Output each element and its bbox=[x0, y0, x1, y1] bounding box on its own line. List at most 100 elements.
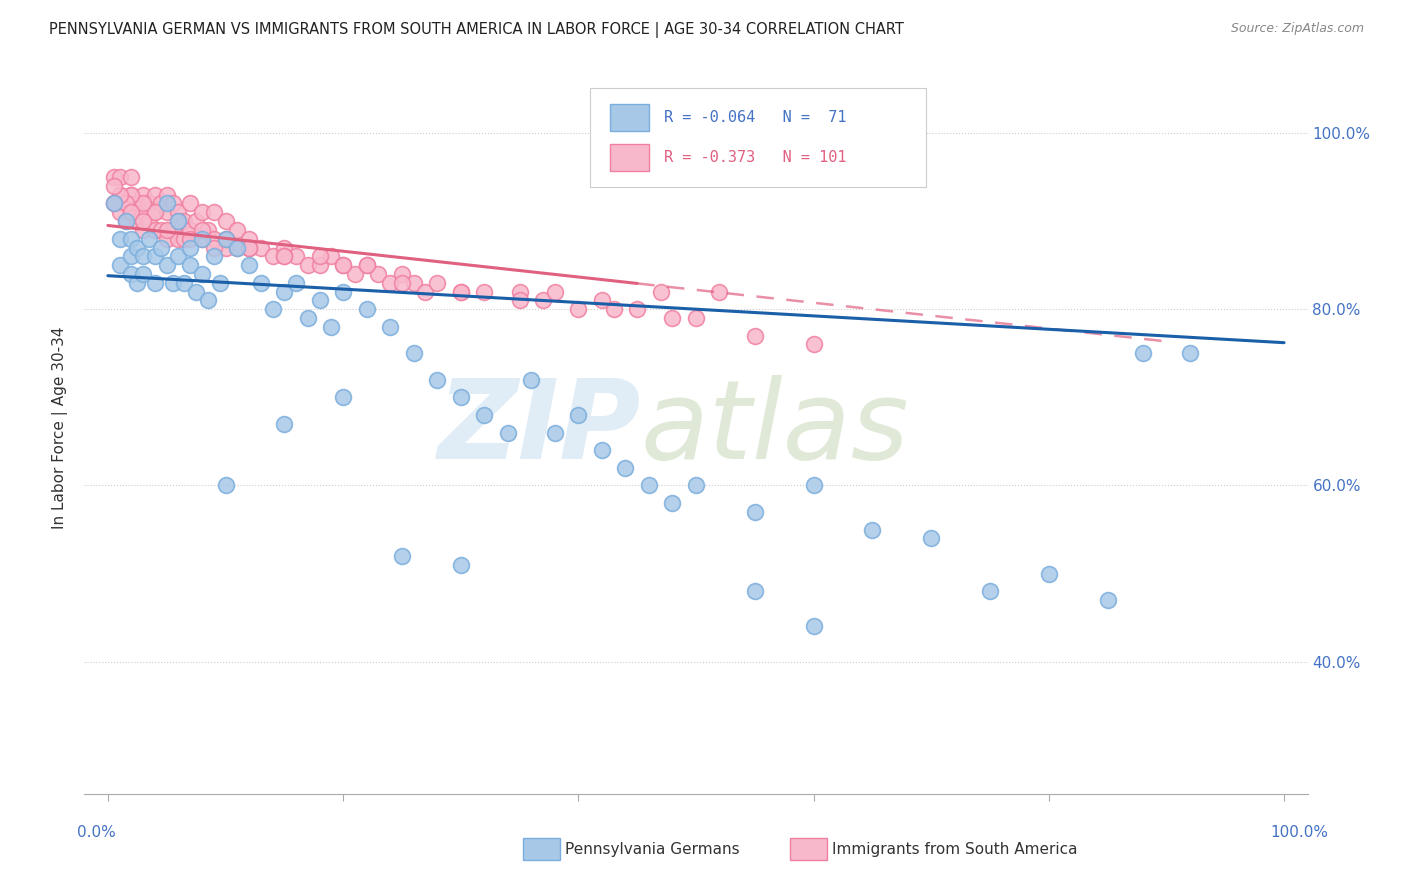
Point bbox=[120, 187, 142, 202]
Point bbox=[108, 187, 131, 202]
Point bbox=[238, 240, 260, 254]
Point bbox=[979, 584, 1001, 599]
Point bbox=[143, 205, 166, 219]
Point bbox=[343, 267, 366, 281]
Point bbox=[238, 232, 260, 246]
Point bbox=[132, 223, 155, 237]
Point bbox=[202, 205, 225, 219]
Point bbox=[191, 232, 214, 246]
Point bbox=[156, 196, 179, 211]
Point bbox=[391, 276, 413, 290]
Point bbox=[380, 319, 402, 334]
Point bbox=[173, 232, 195, 246]
Point bbox=[127, 240, 149, 254]
Point bbox=[426, 276, 449, 290]
Point bbox=[496, 425, 519, 440]
Point bbox=[108, 258, 131, 272]
Point bbox=[138, 196, 160, 211]
Text: PENNSYLVANIA GERMAN VS IMMIGRANTS FROM SOUTH AMERICA IN LABOR FORCE | AGE 30-34 : PENNSYLVANIA GERMAN VS IMMIGRANTS FROM S… bbox=[49, 22, 904, 38]
Y-axis label: In Labor Force | Age 30-34: In Labor Force | Age 30-34 bbox=[52, 326, 69, 530]
Point bbox=[273, 249, 295, 263]
Point bbox=[167, 249, 190, 263]
Point bbox=[591, 293, 613, 308]
Point bbox=[202, 249, 225, 263]
Point bbox=[132, 249, 155, 263]
Point bbox=[391, 549, 413, 563]
Point bbox=[156, 205, 179, 219]
Point bbox=[202, 240, 225, 254]
Point bbox=[520, 373, 543, 387]
Point bbox=[450, 285, 472, 299]
Point bbox=[332, 285, 354, 299]
Point bbox=[120, 249, 142, 263]
Point bbox=[127, 214, 149, 228]
Point bbox=[103, 196, 125, 211]
Point bbox=[103, 196, 125, 211]
Point bbox=[238, 258, 260, 272]
Point bbox=[472, 285, 495, 299]
Point bbox=[297, 311, 319, 326]
Point bbox=[214, 232, 236, 246]
Point bbox=[402, 276, 425, 290]
Point bbox=[162, 223, 184, 237]
Point bbox=[103, 169, 125, 184]
Point bbox=[114, 196, 136, 211]
Point bbox=[173, 214, 195, 228]
Point bbox=[249, 276, 271, 290]
Point bbox=[173, 276, 195, 290]
Point bbox=[803, 619, 825, 633]
Point bbox=[402, 346, 425, 360]
Point bbox=[262, 302, 284, 317]
Point bbox=[920, 531, 942, 545]
Point bbox=[661, 311, 683, 326]
Point bbox=[191, 267, 214, 281]
Point bbox=[132, 205, 155, 219]
Point bbox=[426, 373, 449, 387]
Point bbox=[179, 196, 201, 211]
Point bbox=[127, 276, 149, 290]
Point bbox=[143, 205, 166, 219]
Point bbox=[184, 285, 207, 299]
Text: ZIP: ZIP bbox=[437, 375, 641, 482]
Point bbox=[332, 390, 354, 404]
Point bbox=[860, 523, 883, 537]
Point bbox=[179, 232, 201, 246]
Point bbox=[531, 293, 554, 308]
Point bbox=[685, 311, 707, 326]
Point bbox=[120, 267, 142, 281]
FancyBboxPatch shape bbox=[610, 103, 650, 131]
Point bbox=[285, 249, 308, 263]
Point bbox=[167, 214, 190, 228]
Point bbox=[191, 205, 214, 219]
Point bbox=[179, 240, 201, 254]
Point bbox=[143, 187, 166, 202]
Text: Pennsylvania Germans: Pennsylvania Germans bbox=[565, 842, 740, 856]
Point bbox=[567, 302, 589, 317]
Point bbox=[108, 232, 131, 246]
Point bbox=[356, 258, 378, 272]
Point bbox=[226, 223, 249, 237]
Point bbox=[744, 328, 766, 343]
Point bbox=[308, 249, 330, 263]
Point bbox=[120, 205, 142, 219]
Point bbox=[308, 293, 330, 308]
Point bbox=[238, 240, 260, 254]
Point bbox=[1132, 346, 1154, 360]
Point bbox=[544, 285, 567, 299]
Point bbox=[162, 276, 184, 290]
Point bbox=[197, 223, 219, 237]
Point bbox=[249, 240, 271, 254]
Point bbox=[602, 302, 624, 317]
Point bbox=[321, 249, 343, 263]
Point bbox=[143, 223, 166, 237]
Point bbox=[1038, 566, 1060, 581]
Point bbox=[167, 232, 190, 246]
Point bbox=[108, 187, 131, 202]
Point bbox=[273, 285, 295, 299]
Point bbox=[450, 390, 472, 404]
Text: atlas: atlas bbox=[641, 375, 910, 482]
Point bbox=[149, 240, 172, 254]
Point bbox=[591, 443, 613, 458]
Point bbox=[108, 169, 131, 184]
Point bbox=[179, 223, 201, 237]
